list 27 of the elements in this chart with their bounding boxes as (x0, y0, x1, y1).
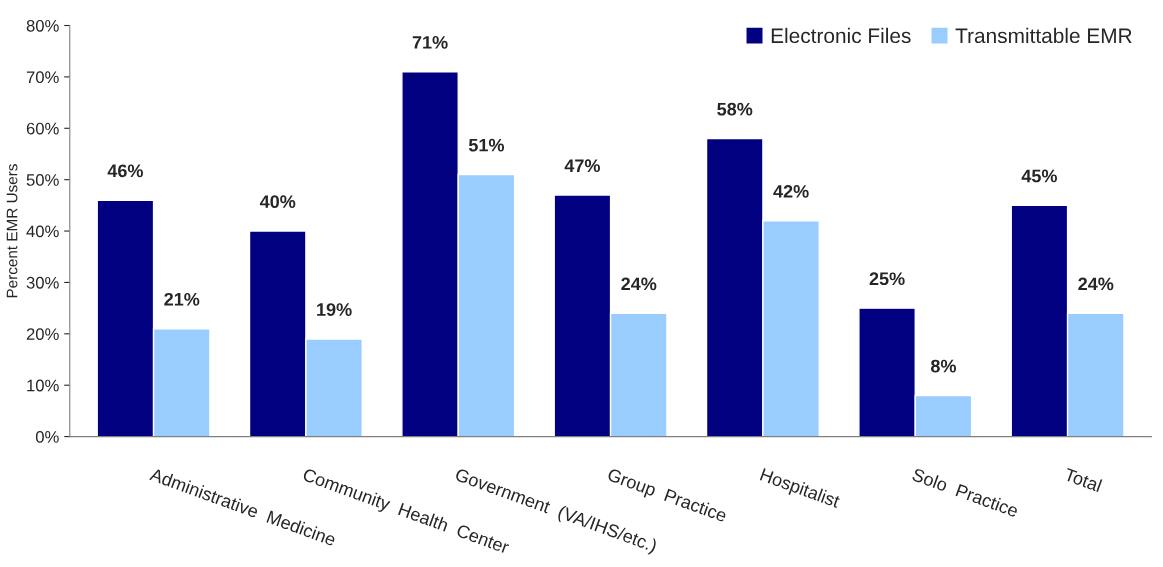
y-axis-title: Percent EMR Users (6, 164, 18, 298)
data-label: 45% (1021, 169, 1057, 183)
y-tick-label: 40% (26, 225, 59, 238)
data-label: 40% (259, 195, 296, 209)
legend-label: Electronic Files (771, 27, 911, 44)
y-tick-label: 0% (35, 430, 59, 443)
y-tick-label: 10% (27, 379, 59, 392)
data-label: 19% (317, 303, 352, 316)
data-label: 71% (412, 36, 448, 49)
data-label: 24% (1078, 277, 1114, 291)
data-label: 46% (107, 164, 143, 178)
y-tick-label: 60% (26, 122, 59, 135)
data-label: 51% (468, 138, 505, 152)
data-label: 58% (717, 102, 753, 116)
y-tick-label: 50% (26, 174, 59, 186)
data-label: 42% (773, 184, 809, 198)
data-label: 47% (564, 159, 600, 173)
x-tick-label: Total (1063, 467, 1103, 493)
legend-label: Transmittable EMR (955, 27, 1132, 44)
y-tick-label: 20% (26, 328, 59, 341)
data-label: 24% (621, 277, 657, 291)
data-label: 25% (869, 272, 905, 286)
y-tick-label: 80% (26, 19, 59, 32)
data-label: 21% (164, 292, 200, 306)
data-label: 8% (930, 359, 956, 373)
y-tick-label: 30% (26, 276, 59, 289)
y-tick-label: 70% (26, 71, 59, 84)
